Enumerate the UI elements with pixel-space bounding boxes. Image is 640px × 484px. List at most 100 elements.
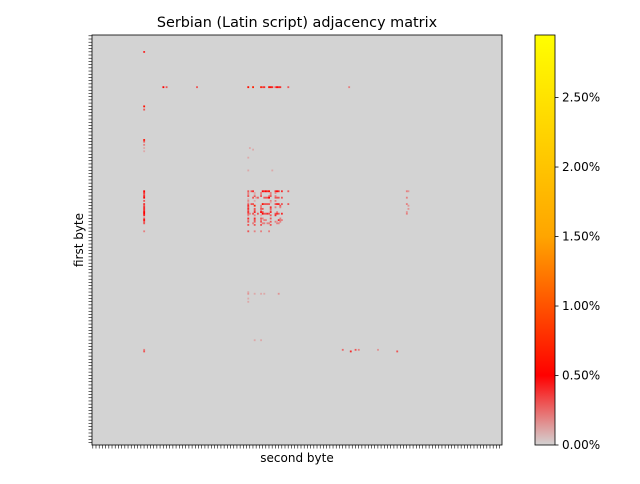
heatmap-cell [247, 214, 250, 217]
heatmap-cell [256, 212, 259, 215]
heatmap-cell [279, 219, 282, 222]
heatmap-cell [143, 214, 146, 217]
heatmap-cell [247, 206, 250, 209]
heatmap-cell [247, 291, 250, 294]
heatmap-cell [407, 204, 410, 207]
heatmap-cell [396, 350, 399, 353]
heatmap-cell [266, 212, 269, 215]
heatmap-cell [253, 339, 256, 342]
heatmap-cell [253, 195, 256, 197]
heatmap-cell [143, 220, 146, 223]
heatmap-cell [143, 139, 146, 141]
heatmap-cell [261, 212, 264, 215]
heatmap-cell [269, 220, 272, 223]
heatmap-cells [143, 51, 410, 353]
heatmap-cell [143, 193, 146, 196]
heatmap-cell [256, 196, 259, 199]
heatmap-cell [260, 207, 262, 210]
colorbar-tick-label: 0.00% [562, 438, 600, 452]
heatmap-cell [143, 199, 146, 202]
heatmap-cell [247, 86, 250, 89]
heatmap-cell [247, 300, 250, 303]
heatmap-cell [405, 203, 408, 205]
heatmap-cell [263, 212, 266, 215]
heatmap-cell [248, 212, 251, 215]
colorbar-tick-label: 1.50% [562, 230, 600, 244]
heatmap-cell [247, 220, 250, 223]
heatmap-cell [269, 86, 272, 89]
heatmap-cell [247, 193, 250, 196]
heatmap-cell [260, 292, 262, 295]
heatmap-cell [252, 203, 254, 205]
heatmap-cell [354, 348, 357, 351]
heatmap-cell [268, 203, 271, 205]
heatmap-cell [277, 203, 280, 205]
heatmap-cell [261, 203, 264, 205]
heatmap-cell [162, 86, 165, 89]
heatmap-cell [253, 217, 256, 220]
heatmap-cell [266, 203, 269, 205]
heatmap-cell [264, 203, 267, 205]
heatmap-cell [255, 196, 258, 199]
heatmap-cell [253, 211, 256, 214]
heatmap-cell [253, 191, 256, 194]
colorbar-tick-label: 2.00% [562, 160, 600, 174]
heatmap-cell [143, 195, 146, 197]
heatmap-cell [269, 201, 272, 204]
heatmap-cell [276, 203, 279, 205]
heatmap-cell [261, 190, 264, 193]
heatmap-cell [143, 203, 146, 205]
heatmap-cell [260, 219, 262, 222]
heatmap-cell [274, 86, 277, 89]
heatmap-cell [269, 206, 272, 209]
heatmap-cell [252, 148, 254, 151]
heatmap-cell [277, 212, 280, 215]
heatmap-cell [143, 206, 146, 209]
heatmap-cell [279, 206, 282, 209]
heatmap-cell [143, 51, 146, 53]
heatmap-cell [274, 212, 277, 215]
heatmap-cell [274, 214, 277, 217]
heatmap-cell [252, 190, 254, 193]
heatmap-cell [247, 198, 250, 201]
heatmap-cell [143, 143, 146, 146]
heatmap-cell [247, 199, 250, 202]
heatmap-cell [253, 207, 256, 210]
heatmap-cell [253, 292, 256, 295]
heatmap-cell [143, 207, 146, 210]
heatmap-cell [260, 217, 262, 220]
heatmap-cell [276, 222, 279, 225]
heatmap-cell [269, 214, 272, 217]
heatmap-cell [263, 86, 266, 89]
heatmap-cell [357, 348, 360, 351]
heatmap-cell [277, 190, 280, 193]
heatmap-cell [252, 196, 254, 199]
heatmap-cell [165, 86, 168, 89]
heatmap-cell [260, 195, 262, 197]
heatmap-cell [252, 222, 254, 225]
heatmap-cell [261, 86, 264, 89]
chart-title: Serbian (Latin script) adjacency matrix [157, 15, 438, 31]
heatmap-cell [264, 196, 267, 199]
heatmap-cell [253, 220, 256, 223]
heatmap-cell [143, 211, 146, 214]
x-axis-ticks [92, 445, 500, 449]
heatmap-cell [269, 209, 272, 212]
heatmap-cell [143, 147, 146, 149]
heatmap-cell [143, 230, 146, 233]
heatmap-cell [247, 223, 250, 226]
heatmap-cell [274, 196, 277, 199]
heatmap-cell [247, 156, 250, 159]
heatmap-cell [266, 196, 269, 199]
heatmap-cell [247, 190, 250, 193]
heatmap-cell [274, 203, 277, 205]
heatmap-cell [276, 196, 279, 199]
heatmap-cell [143, 150, 146, 153]
heatmap-cell [274, 199, 277, 202]
heatmap-cell [261, 217, 264, 220]
heatmap-cell [143, 350, 146, 353]
heatmap-cell [277, 86, 280, 89]
x-axis-label: second byte [260, 451, 333, 465]
